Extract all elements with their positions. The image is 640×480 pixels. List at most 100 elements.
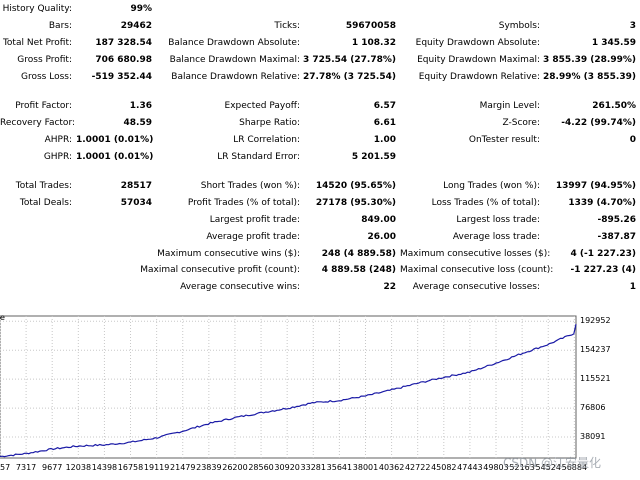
- short-trades-label: Short Trades (won %):: [200, 181, 300, 191]
- x-tick-label: 21479: [170, 463, 196, 472]
- balance-chart: 192952 154237 115521 76806 38091 4957 7317 9677…: [0, 310, 640, 480]
- margin-level-value: 261.50%: [592, 101, 636, 111]
- maximal-consec-profit-label: Maximal consecutive profit (count):: [140, 265, 300, 275]
- equity-dd-rel-value: 28.99% (3 855.39): [543, 72, 636, 82]
- equity-dd-max-value: 3 855.39 (28.99%): [543, 55, 636, 65]
- z-score-label: Z-Score:: [502, 118, 541, 128]
- ticks-label: Ticks:: [274, 21, 300, 31]
- total-trades-value: 28517: [120, 181, 152, 191]
- x-tick-label: 28560: [248, 463, 274, 472]
- balance-dd-rel-value: 27.78% (3 725.54): [303, 72, 396, 82]
- recovery-factor-label: Recovery Factor:: [0, 118, 76, 128]
- total-net-profit-value: 187 328.54: [95, 38, 152, 48]
- profit-factor-value: 1.36: [129, 101, 152, 111]
- x-tick-label: 54524: [535, 463, 561, 472]
- balance-dd-max-label: Balance Drawdown Maximal:: [169, 55, 300, 65]
- profit-trades-value: 27178 (95.30%): [315, 198, 396, 208]
- x-tick-label: 45082: [431, 463, 457, 472]
- max-consec-losses-label: Maximum consecutive losses ($):: [400, 249, 551, 259]
- x-tick-label: 9677: [42, 463, 63, 472]
- sharpe-ratio-label: Sharpe Ratio:: [239, 118, 300, 128]
- largest-profit-label: Largest profit trade:: [209, 215, 300, 225]
- equity-dd-max-label: Equity Drawdown Maximal:: [417, 55, 540, 65]
- long-trades-value: 13997 (94.95%): [555, 181, 636, 191]
- z-score-value: -4.22 (99.74%): [561, 118, 636, 128]
- x-tick-label: 26200: [222, 463, 248, 472]
- sharpe-ratio-value: 6.61: [373, 118, 396, 128]
- x-tick-label: 38001: [352, 463, 379, 472]
- history-quality-label: History Quality:: [2, 4, 72, 14]
- x-tick-label: 35641: [326, 463, 353, 472]
- average-profit-value: 26.00: [367, 232, 396, 242]
- short-trades-value: 14520 (95.65%): [315, 181, 396, 191]
- balance-dd-max-value: 3 725.54 (27.78%): [303, 55, 396, 65]
- ghpr-label: GHPR:: [43, 152, 72, 162]
- ontester-result-label: OnTester result:: [468, 135, 540, 145]
- max-consec-wins-value: 248 (4 889.58): [321, 249, 396, 259]
- x-tick-label: 56884: [561, 463, 588, 472]
- equity-dd-rel-label: Equity Drawdown Relative:: [418, 72, 540, 82]
- x-tick-label: 52163: [509, 463, 535, 472]
- ticks-value: 59670058: [345, 21, 396, 31]
- average-profit-label: Average profit trade:: [206, 232, 300, 242]
- x-tick-label: 16758: [117, 463, 144, 472]
- balance-dd-abs-value: 1 108.32: [351, 38, 396, 48]
- symbols-value: 3: [629, 21, 636, 31]
- average-loss-label: Average loss trade:: [452, 232, 540, 242]
- y-tick-label: 115521: [580, 374, 611, 384]
- x-tick-label: 42722: [404, 463, 431, 472]
- long-trades-label: Long Trades (won %):: [443, 181, 540, 191]
- ahpr-label: AHPR:: [44, 135, 72, 145]
- x-tick-label: 47443: [457, 463, 483, 472]
- gross-profit-label: Gross Profit:: [17, 55, 72, 65]
- profit-trades-label: Profit Trades (% of total):: [187, 198, 300, 208]
- x-tick-label: 33281: [300, 463, 326, 472]
- equity-dd-abs-value: 1 345.59: [591, 38, 636, 48]
- largest-loss-value: -895.26: [597, 215, 636, 225]
- largest-profit-value: 849.00: [361, 215, 396, 225]
- x-tick-label: 23839: [196, 463, 222, 472]
- ontester-result-value: 0: [629, 135, 636, 145]
- recovery-factor-value: 48.59: [123, 118, 152, 128]
- avg-consec-wins-label: Average consecutive wins:: [180, 282, 300, 292]
- plot-area: [0, 315, 577, 459]
- chart-legend-stub: e: [0, 313, 5, 322]
- lr-std-error-value: 5 201.59: [351, 152, 396, 162]
- margin-level-label: Margin Level:: [479, 101, 540, 111]
- lr-correlation-label: LR Correlation:: [233, 135, 300, 145]
- bars-value: 29462: [120, 21, 152, 31]
- maximal-consec-profit-value: 4 889.58 (248): [321, 265, 396, 275]
- y-tick-label: 192952: [580, 316, 611, 326]
- gross-profit-value: 706 680.98: [95, 55, 152, 65]
- bars-label: Bars:: [48, 21, 72, 31]
- x-tick-label: 4957: [0, 463, 11, 472]
- balance-chart-svg: [0, 315, 577, 459]
- gross-loss-label: Gross Loss:: [21, 72, 72, 82]
- x-tick-label: 30920: [274, 463, 300, 472]
- ahpr-value: 1.0001 (0.01%): [76, 135, 154, 145]
- y-tick-label: 76806: [580, 403, 606, 413]
- loss-trades-value: 1339 (4.70%): [568, 198, 636, 208]
- x-tick-label: 40362: [378, 463, 405, 472]
- total-deals-value: 57034: [120, 198, 152, 208]
- balance-dd-abs-label: Balance Drawdown Absolute:: [168, 38, 300, 48]
- x-tick-label: 14398: [91, 463, 118, 472]
- symbols-label: Symbols:: [498, 21, 540, 31]
- profit-factor-label: Profit Factor:: [15, 101, 72, 111]
- gross-loss-value: -519 352.44: [91, 72, 152, 82]
- balance-dd-rel-label: Balance Drawdown Relative:: [171, 72, 300, 82]
- equity-dd-abs-label: Equity Drawdown Absolute:: [415, 38, 540, 48]
- total-net-profit-label: Total Net Profit:: [2, 38, 72, 48]
- largest-loss-label: Largest loss trade:: [456, 215, 540, 225]
- expected-payoff-value: 6.57: [373, 101, 396, 111]
- y-tick-label: 38091: [580, 432, 606, 441]
- ghpr-value: 1.0001 (0.01%): [76, 152, 154, 162]
- avg-consec-losses-label: Average consecutive losses:: [412, 282, 540, 292]
- x-tick-label: 7317: [15, 463, 37, 472]
- x-tick-label: 19119: [143, 463, 170, 472]
- total-deals-label: Total Deals:: [19, 198, 72, 208]
- expected-payoff-label: Expected Payoff:: [224, 101, 300, 111]
- history-quality-value: 99%: [130, 4, 152, 14]
- lr-correlation-value: 1.00: [373, 135, 396, 145]
- maximal-consec-loss-label: Maximal consecutive loss (count):: [400, 265, 554, 275]
